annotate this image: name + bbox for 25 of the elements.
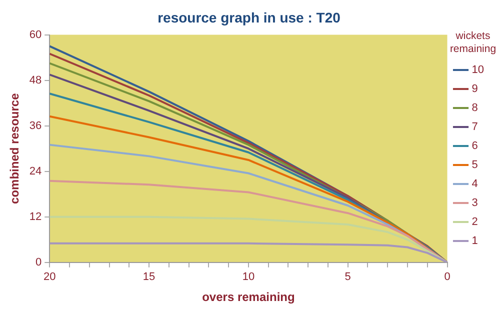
legend-title: wickets remaining bbox=[448, 30, 498, 56]
y-tick-label: 36 bbox=[29, 120, 42, 132]
y-tick-label: 24 bbox=[29, 165, 42, 178]
y-tick-label: 12 bbox=[29, 210, 42, 223]
legend-label: 7 bbox=[472, 121, 478, 134]
legend-label: 2 bbox=[472, 216, 478, 228]
legend-label: 3 bbox=[472, 197, 478, 210]
legend-label: 10 bbox=[472, 64, 484, 76]
x-tick-label: 20 bbox=[44, 271, 56, 284]
legend-label: 6 bbox=[472, 140, 478, 152]
x-axis-title: overs remaining bbox=[202, 290, 295, 304]
x-tick-label: 0 bbox=[444, 271, 450, 284]
y-axis-title: combined resource bbox=[8, 92, 22, 204]
chart-title: resource graph in use : T20 bbox=[158, 9, 341, 26]
legend-label: 9 bbox=[472, 83, 478, 96]
y-tick-label: 0 bbox=[36, 256, 42, 268]
legend-label: 5 bbox=[472, 159, 478, 172]
legend-label: 8 bbox=[472, 102, 478, 114]
x-tick-label: 5 bbox=[344, 271, 351, 284]
legend-label: 4 bbox=[472, 178, 478, 190]
y-tick-label: 60 bbox=[29, 28, 42, 41]
x-tick-label: 10 bbox=[242, 271, 255, 284]
x-tick-label: 15 bbox=[142, 271, 156, 284]
y-tick-label: 48 bbox=[29, 74, 42, 86]
legend-label: 1 bbox=[472, 235, 478, 248]
